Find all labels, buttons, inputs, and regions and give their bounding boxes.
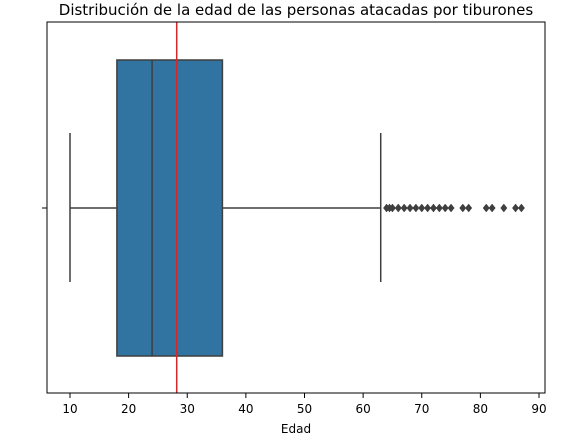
outlier-point bbox=[447, 203, 455, 213]
outlier-point bbox=[400, 203, 408, 213]
x-tick-label: 50 bbox=[297, 402, 312, 416]
outlier-point bbox=[488, 203, 496, 213]
outlier-point bbox=[394, 203, 402, 213]
x-tick-label: 20 bbox=[121, 402, 136, 416]
outlier-point bbox=[517, 203, 525, 213]
outlier-point bbox=[418, 203, 426, 213]
outlier-point bbox=[512, 203, 520, 213]
x-tick-label: 10 bbox=[62, 402, 77, 416]
x-tick-label: 40 bbox=[238, 402, 253, 416]
outlier-point bbox=[388, 203, 396, 213]
x-tick-label: 80 bbox=[473, 402, 488, 416]
outlier-point bbox=[441, 203, 449, 213]
box-iqr bbox=[116, 59, 224, 357]
outlier-point bbox=[406, 203, 414, 213]
outlier-point bbox=[435, 203, 443, 213]
outlier-point bbox=[429, 203, 437, 213]
outlier-point bbox=[459, 203, 467, 213]
chart-title: Distribución de la edad de las personas … bbox=[59, 1, 534, 19]
outlier-point bbox=[424, 203, 432, 213]
outlier-point bbox=[412, 203, 420, 213]
plot-area bbox=[69, 22, 525, 393]
x-tick-label: 90 bbox=[531, 402, 546, 416]
x-axis: 10 20 30 40 50 60 70 80 90 bbox=[62, 393, 547, 416]
x-tick-label: 60 bbox=[355, 402, 370, 416]
x-tick-label: 30 bbox=[180, 402, 195, 416]
outlier-point bbox=[482, 203, 490, 213]
outlier-point bbox=[465, 203, 473, 213]
outlier-point bbox=[500, 203, 508, 213]
x-axis-label: Edad bbox=[281, 422, 311, 436]
x-tick-label: 70 bbox=[414, 402, 429, 416]
